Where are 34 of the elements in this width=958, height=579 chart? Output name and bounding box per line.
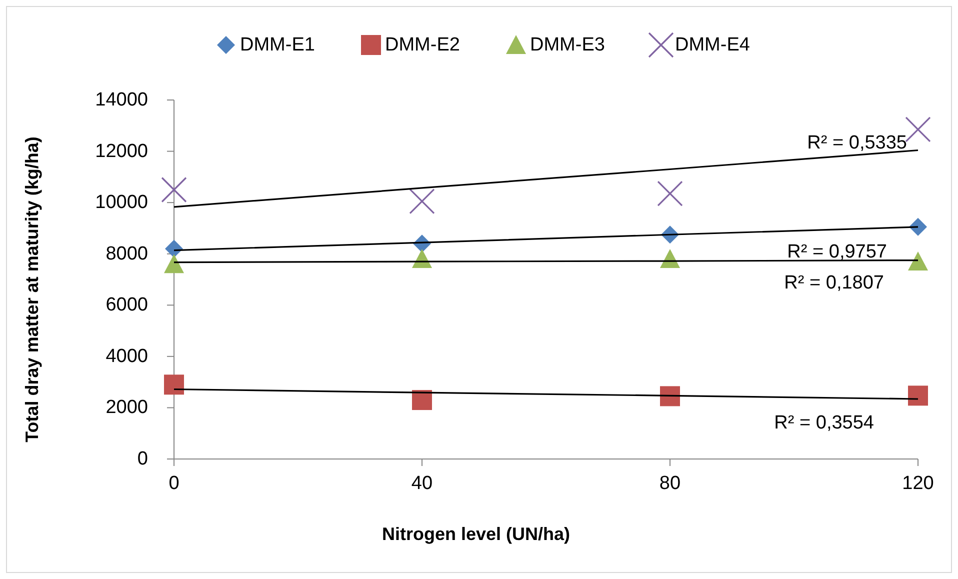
point bbox=[909, 218, 927, 236]
point bbox=[412, 390, 432, 410]
y-tick-label: 12000 bbox=[95, 140, 148, 162]
legend-label: DMM-E4 bbox=[675, 34, 750, 56]
x-tick-label: 40 bbox=[411, 473, 433, 494]
point bbox=[908, 252, 928, 271]
line-series bbox=[173, 149, 919, 208]
annotation: R² = 0,1807 bbox=[784, 272, 884, 294]
annotation: R² = 0,9757 bbox=[787, 242, 887, 262]
point bbox=[657, 180, 683, 206]
point bbox=[161, 176, 187, 203]
x-tick-label: 80 bbox=[659, 473, 681, 494]
y-tick-label: 4000 bbox=[106, 346, 148, 367]
y-tick-label: 6000 bbox=[106, 294, 148, 316]
y-tick-label: 8000 bbox=[106, 243, 148, 264]
annotation: R² = 0,5335 bbox=[807, 132, 907, 154]
point bbox=[660, 386, 680, 406]
x-axis-title: Nitrogen level (UN/ha) bbox=[382, 524, 570, 544]
point bbox=[905, 116, 931, 142]
point bbox=[409, 188, 435, 214]
point bbox=[164, 374, 184, 395]
legend-label: DMM-E2 bbox=[385, 34, 460, 56]
y-tick-label: 10000 bbox=[95, 192, 148, 214]
y-tick-label: 14000 bbox=[95, 90, 148, 110]
x-tick-label: 120 bbox=[902, 473, 934, 494]
legend-label: DMM-E3 bbox=[530, 34, 605, 56]
y-tick-label: 0 bbox=[137, 448, 148, 470]
point bbox=[164, 254, 184, 274]
annotation: R² = 0,3554 bbox=[774, 412, 874, 434]
y-tick-label: 2000 bbox=[106, 397, 148, 418]
legend-label: DMM-E1 bbox=[240, 34, 315, 56]
y-axis-title: Total dray matter at maturity (kg/ha) bbox=[22, 136, 42, 442]
x-tick-label: 0 bbox=[168, 473, 180, 494]
point bbox=[908, 386, 928, 406]
